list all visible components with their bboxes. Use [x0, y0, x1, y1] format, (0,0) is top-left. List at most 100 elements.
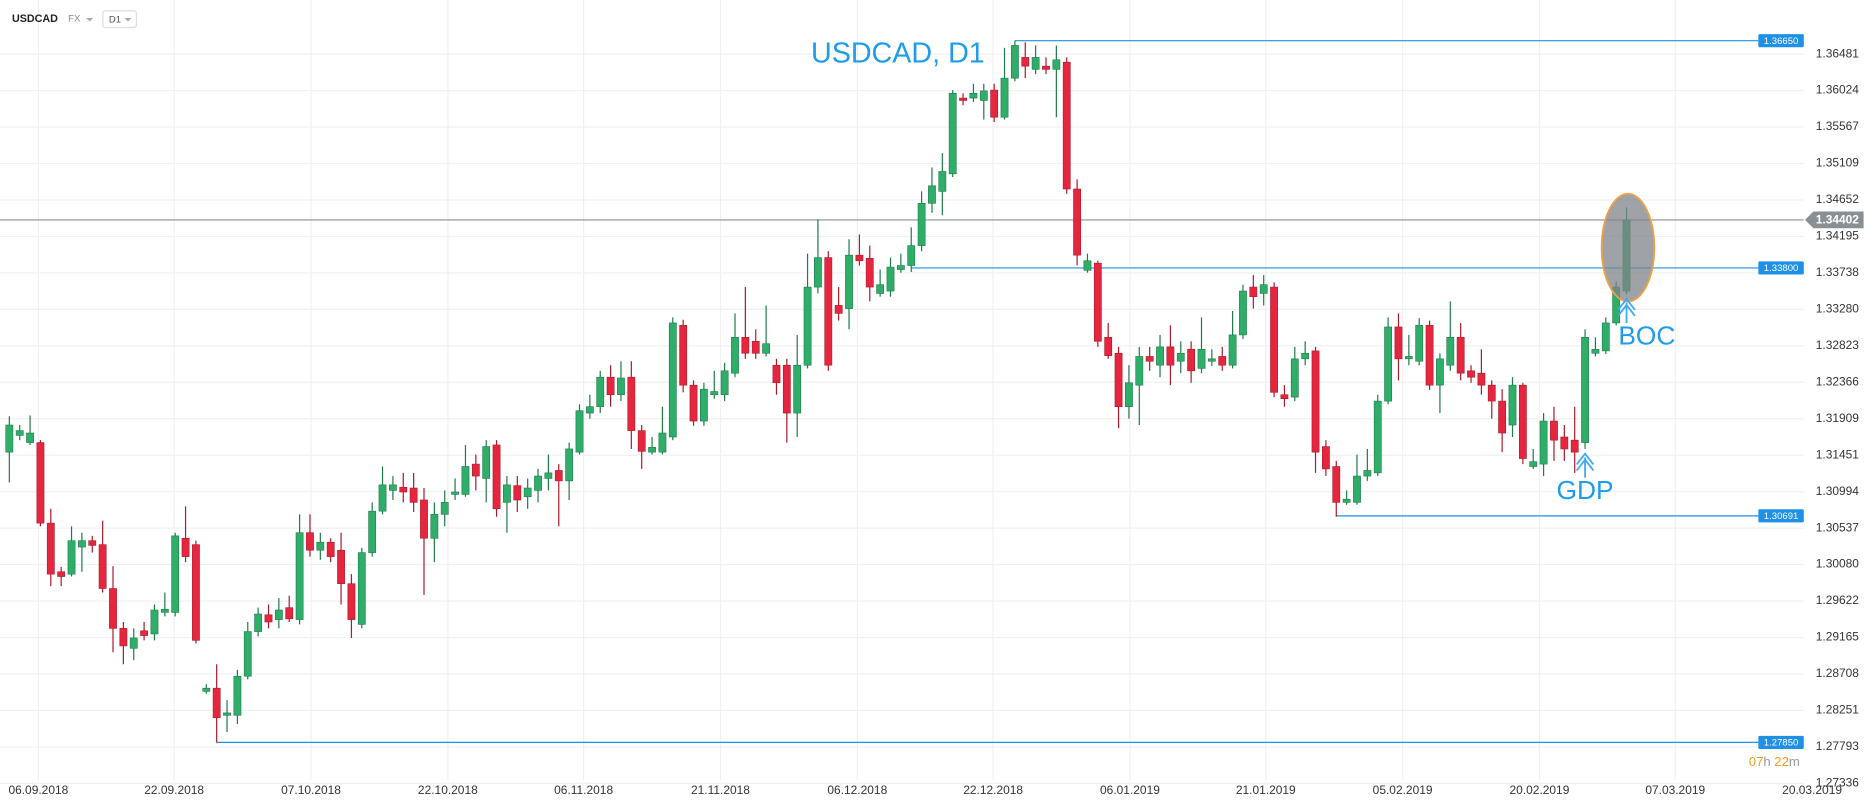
candle-body	[575, 410, 584, 453]
x-tick-label: 21.11.2018	[691, 783, 750, 797]
annotation-arrow	[1575, 452, 1595, 478]
candle-body	[876, 284, 885, 294]
candle-body	[1290, 358, 1299, 398]
candle-body	[834, 305, 843, 314]
countdown-minutes: 22	[1774, 755, 1789, 770]
timeframe[interactable]: D1	[109, 14, 121, 25]
x-tick-label: 05.02.2019	[1373, 783, 1433, 797]
candle-body	[461, 466, 470, 495]
candle-body	[389, 484, 397, 491]
candle-body	[731, 337, 739, 374]
candle-body	[814, 257, 822, 288]
level-label: 1.33800	[1764, 263, 1799, 274]
candle-body	[399, 486, 408, 493]
symbol[interactable]: USDCAD	[12, 13, 58, 25]
candle-body	[88, 540, 97, 546]
candle-body	[1104, 337, 1113, 356]
y-tick-label: 1.33280	[1816, 302, 1860, 316]
candle-body	[1508, 384, 1517, 426]
market[interactable]: FX	[68, 14, 81, 25]
candle-body	[1052, 59, 1061, 70]
candle-body	[129, 637, 138, 649]
candle-body	[969, 92, 978, 99]
candle-body	[886, 266, 895, 292]
candle-body	[440, 502, 449, 515]
candle-body	[243, 631, 252, 677]
candle-body	[357, 552, 366, 625]
candle-body	[160, 608, 169, 613]
x-tick-label: 22.12.2018	[963, 783, 1023, 797]
candle-body	[1498, 400, 1507, 434]
candle-body	[1280, 394, 1289, 400]
candle-body	[264, 614, 273, 623]
candle-body	[1394, 326, 1403, 360]
candle-body	[907, 245, 916, 266]
countdown-minutes-unit: m	[1789, 755, 1800, 770]
candle-body	[1518, 384, 1527, 459]
candle-body	[36, 442, 45, 524]
candle-body	[845, 254, 853, 309]
candle-body	[1436, 358, 1444, 386]
candle-body	[1404, 356, 1413, 360]
candle-body	[451, 491, 459, 495]
candle-body	[285, 607, 294, 620]
candle-body	[98, 544, 107, 589]
candle-body	[1197, 348, 1206, 369]
candle-body	[316, 541, 325, 551]
y-tick-label: 1.31909	[1816, 411, 1860, 425]
candle-body	[658, 432, 667, 453]
candle-body	[1166, 346, 1175, 366]
candle-body	[78, 540, 86, 548]
y-tick-label: 1.32366	[1816, 374, 1860, 388]
candle-body	[1042, 65, 1050, 70]
candle-body	[1353, 475, 1361, 503]
candle-body	[1384, 326, 1392, 402]
candle-body	[648, 447, 656, 453]
candles	[5, 40, 1631, 743]
timeframe-box[interactable]	[102, 10, 137, 29]
level-label-box	[1758, 735, 1804, 749]
candle-body	[938, 171, 947, 192]
candle-body	[544, 472, 553, 479]
last-price-label: 1.34402	[1816, 213, 1860, 227]
candle-body	[1373, 400, 1382, 474]
x-tick-label: 21.01.2019	[1236, 783, 1296, 797]
x-tick-label: 07.03.2019	[1645, 783, 1705, 797]
candle-body	[1425, 325, 1434, 386]
candle-body	[150, 609, 159, 635]
candle-body	[1135, 356, 1144, 386]
candle-body	[409, 487, 418, 503]
candle-body	[1446, 337, 1455, 366]
candle-body	[1239, 290, 1247, 336]
candle-body	[274, 609, 283, 620]
candle-body	[824, 257, 833, 366]
y-tick-label: 1.36024	[1816, 83, 1860, 97]
candle-body	[1093, 262, 1102, 342]
candle-body	[295, 532, 304, 620]
candle-body	[1456, 337, 1465, 374]
candle-body	[15, 430, 24, 436]
market-caret	[86, 17, 94, 22]
y-tick-label: 1.35567	[1816, 119, 1860, 133]
candle-body	[606, 376, 615, 396]
candle-body	[46, 522, 55, 575]
y-tick-label: 1.34195	[1816, 229, 1860, 243]
x-tick-label: 06.01.2019	[1100, 783, 1160, 797]
highlight-ellipse	[1600, 192, 1656, 303]
y-tick-label: 1.29622	[1816, 593, 1860, 607]
annotation-label: GDP	[1557, 475, 1614, 505]
candle-body	[233, 675, 242, 716]
candle-body	[513, 485, 522, 501]
level-label: 1.27850	[1764, 738, 1799, 749]
x-tick-label: 06.11.2018	[554, 783, 613, 797]
x-tick-label: 07.10.2018	[281, 783, 341, 797]
candle-body	[1342, 498, 1351, 503]
candle-body	[689, 384, 698, 422]
candle-body	[1415, 325, 1424, 362]
level-label: 1.36650	[1764, 36, 1799, 47]
candle-body	[679, 325, 688, 386]
candle-body	[471, 463, 480, 477]
overlay: 1.34402 BOC GDP	[1557, 211, 1864, 505]
